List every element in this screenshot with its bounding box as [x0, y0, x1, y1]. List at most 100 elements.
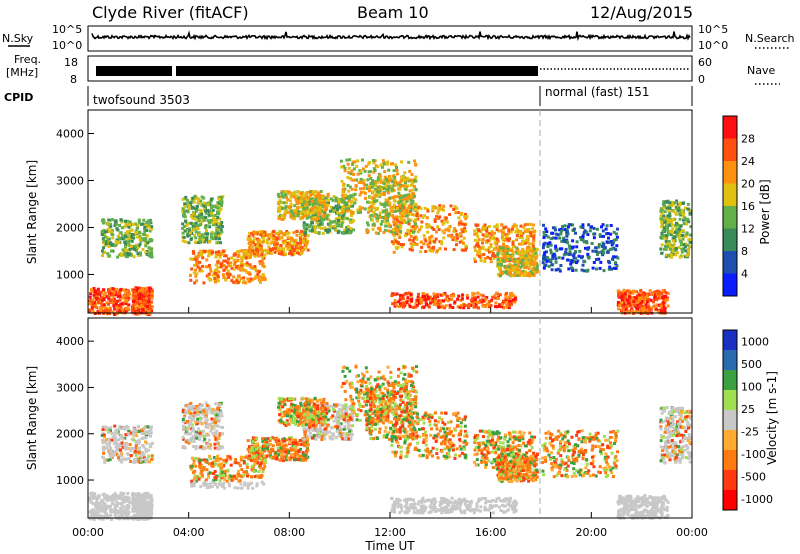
- heatmap-cell: [406, 228, 410, 232]
- heatmap-cell: [192, 252, 196, 255]
- heatmap-cell: [431, 297, 435, 301]
- cpid-label: CPID: [4, 91, 33, 104]
- heatmap-cell: [594, 250, 598, 253]
- heatmap-cell: [398, 293, 402, 297]
- heatmap-cell: [511, 225, 515, 228]
- heatmap-cell: [101, 509, 105, 513]
- heatmap-cell: [207, 213, 211, 217]
- heatmap-cell: [227, 482, 231, 486]
- heatmap-cell: [431, 207, 435, 211]
- heatmap-cell: [499, 229, 503, 233]
- heatmap-cell: [142, 294, 146, 298]
- heatmap-cell: [347, 171, 351, 175]
- heatmap-cell: [333, 209, 337, 213]
- heatmap-cell: [305, 213, 309, 217]
- heatmap-cell: [111, 293, 115, 297]
- heatmap-cell: [247, 235, 251, 239]
- heatmap-cell: [605, 240, 609, 244]
- heatmap-cell: [662, 298, 666, 302]
- heatmap-cell: [352, 193, 356, 197]
- heatmap-cell: [403, 220, 407, 224]
- heatmap-cell: [565, 234, 569, 238]
- heatmap-cell: [378, 173, 382, 177]
- heatmap-cell: [94, 290, 98, 294]
- heatmap-cell: [109, 504, 112, 508]
- heatmap-cell: [346, 176, 350, 180]
- heatmap-cell: [678, 212, 682, 216]
- heatmap-cell: [216, 204, 220, 208]
- heatmap-cell: [381, 216, 385, 219]
- heatmap-cell: [311, 208, 315, 212]
- heatmap-cell: [669, 233, 673, 237]
- heatmap-cell: [392, 203, 396, 207]
- freq-label-2: [MHz]: [6, 66, 38, 79]
- heatmap-cell: [304, 211, 308, 215]
- heatmap-cell: [388, 203, 392, 207]
- heatmap-cell: [253, 254, 257, 258]
- heatmap-cell: [515, 271, 519, 275]
- heatmap-cell: [260, 259, 264, 263]
- heatmap-cell: [189, 278, 193, 282]
- heatmap-cell: [130, 244, 133, 248]
- heatmap-cell: [88, 498, 92, 502]
- heatmap-cell: [660, 251, 664, 255]
- heatmap-cell: [313, 215, 317, 219]
- heatmap-cell: [387, 168, 391, 172]
- heatmap-cell: [456, 236, 460, 240]
- heatmap-cell: [520, 263, 524, 267]
- heatmap-cell: [416, 295, 420, 299]
- heatmap-cell: [278, 214, 282, 218]
- heatmap-cell: [481, 294, 485, 298]
- heatmap-cell: [130, 235, 134, 239]
- heatmap-cell: [531, 267, 535, 271]
- heatmap-cell: [137, 218, 141, 222]
- heatmap-cell: [222, 481, 226, 485]
- heatmap-cell: [683, 218, 687, 222]
- heatmap-cell: [389, 209, 393, 213]
- heatmap-cell: [396, 183, 400, 187]
- heatmap-cell: [675, 212, 679, 216]
- heatmap-cell: [644, 308, 648, 312]
- heatmap-cell: [215, 206, 219, 210]
- heatmap-cell: [529, 262, 533, 266]
- heatmap-cell: [299, 205, 303, 209]
- heatmap-cell: [359, 210, 362, 214]
- heatmap-cell: [681, 214, 685, 218]
- freq-block-2: [176, 66, 538, 76]
- heatmap-cell: [498, 293, 502, 297]
- heatmap-cell: [501, 246, 505, 250]
- heatmap-cell: [212, 223, 215, 227]
- heatmap-cell: [259, 281, 262, 284]
- heatmap-cell: [197, 233, 201, 237]
- heatmap-cell: [144, 236, 148, 240]
- heatmap-cell: [669, 247, 673, 251]
- heatmap-cell: [668, 231, 672, 235]
- heatmap-cell: [512, 245, 515, 249]
- heatmap-cell: [277, 195, 281, 198]
- heatmap-cell: [362, 181, 366, 185]
- heatmap-cell: [124, 242, 128, 246]
- heatmap-cell: [394, 180, 398, 184]
- heatmap-cell: [674, 223, 678, 227]
- heatmap-cell: [489, 245, 493, 248]
- heatmap-cell: [89, 292, 93, 296]
- heatmap-cell: [351, 200, 354, 204]
- heatmap-cell: [232, 280, 236, 284]
- heatmap-cell: [408, 169, 412, 173]
- heatmap-cell: [127, 223, 131, 226]
- heatmap-cell: [409, 229, 413, 233]
- heatmap-cell: [496, 246, 500, 250]
- heatmap-cell: [429, 246, 433, 250]
- heatmap-cell: [633, 303, 637, 307]
- heatmap-cell: [216, 279, 220, 283]
- heatmap-cell: [93, 304, 97, 308]
- heatmap-cell: [639, 289, 643, 293]
- heatmap-cell: [326, 192, 330, 196]
- heatmap-cell: [133, 503, 137, 507]
- heatmap-cell: [128, 244, 132, 248]
- heatmap-cell: [321, 210, 325, 214]
- heatmap-cell: [212, 234, 216, 238]
- heatmap-cell: [674, 205, 678, 209]
- heatmap-cell: [121, 234, 125, 237]
- heatmap-cell: [425, 293, 429, 297]
